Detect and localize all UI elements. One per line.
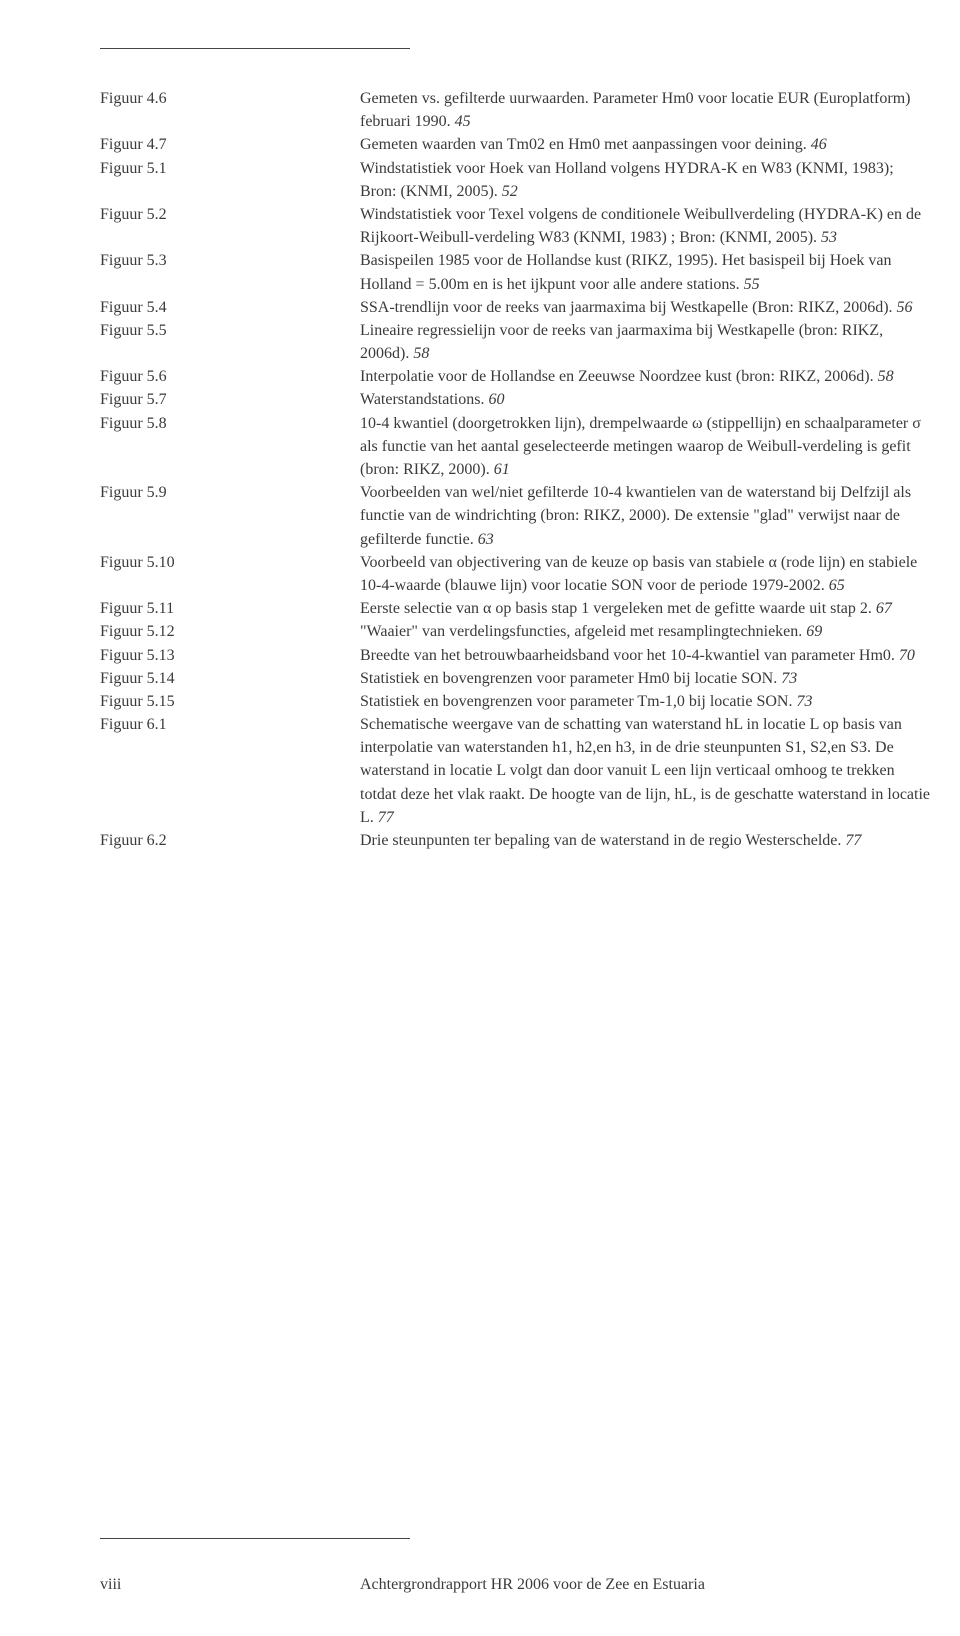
figure-description-text: Gemeten vs. gefilterde uurwaarden. Param… — [360, 90, 910, 130]
figure-description: SSA-trendlijn voor de reeks van jaarmaxi… — [360, 296, 930, 319]
figure-page-number: 65 — [829, 577, 845, 594]
figure-description: Gemeten vs. gefilterde uurwaarden. Param… — [360, 87, 930, 133]
footer-horizontal-rule — [100, 1538, 410, 1539]
figure-description-text: Statistiek en bovengrenzen voor paramete… — [360, 693, 792, 710]
figure-label: Figuur 5.8 — [100, 412, 350, 482]
figure-description-text: Statistiek en bovengrenzen voor paramete… — [360, 670, 777, 687]
page-footer: viii Achtergrondrapport HR 2006 voor de … — [0, 1538, 960, 1596]
figure-description-text: Waterstandstations. — [360, 391, 484, 408]
figure-page-number: 61 — [494, 461, 510, 478]
figure-description: Lineaire regressielijn voor de reeks van… — [360, 319, 930, 365]
figure-page-number: 77 — [378, 809, 394, 826]
figure-label: Figuur 5.9 — [100, 481, 350, 551]
figure-label: Figuur 5.1 — [100, 157, 350, 203]
figure-label: Figuur 5.7 — [100, 388, 350, 411]
figure-label: Figuur 5.4 — [100, 296, 350, 319]
figure-page-number: 53 — [821, 229, 837, 246]
figure-description: Breedte van het betrouwbaarheidsband voo… — [360, 644, 930, 667]
figure-page-number: 45 — [455, 113, 471, 130]
figure-description: Drie steunpunten ter bepaling van de wat… — [360, 829, 930, 852]
figure-page-number: 46 — [811, 136, 827, 153]
figure-label: Figuur 5.2 — [100, 203, 350, 249]
figure-page-number: 58 — [878, 368, 894, 385]
figure-description: Interpolatie voor de Hollandse en Zeeuws… — [360, 365, 930, 388]
figure-page-number: 58 — [413, 345, 429, 362]
figure-label: Figuur 5.11 — [100, 597, 350, 620]
figure-label: Figuur 5.3 — [100, 249, 350, 295]
figure-description-text: Voorbeelden van wel/niet gefilterde 10-4… — [360, 484, 911, 547]
figure-page-number: 69 — [806, 623, 822, 640]
figure-list: Figuur 4.6Gemeten vs. gefilterde uurwaar… — [100, 87, 930, 852]
figure-label: Figuur 4.6 — [100, 87, 350, 133]
figure-description: Windstatistiek voor Hoek van Holland vol… — [360, 157, 930, 203]
figure-description-text: Basispeilen 1985 voor de Hollandse kust … — [360, 252, 891, 292]
figure-description: Eerste selectie van α op basis stap 1 ve… — [360, 597, 930, 620]
figure-page-number: 55 — [744, 276, 760, 293]
figure-description: 10-4 kwantiel (doorgetrokken lijn), drem… — [360, 412, 930, 482]
figure-description: Statistiek en bovengrenzen voor paramete… — [360, 690, 930, 713]
figure-label: Figuur 6.2 — [100, 829, 350, 852]
figure-page-number: 63 — [478, 531, 494, 548]
figure-description: Voorbeeld van objectivering van de keuze… — [360, 551, 930, 597]
figure-description: Windstatistiek voor Texel volgens de con… — [360, 203, 930, 249]
figure-page-number: 70 — [899, 647, 915, 664]
figure-description-text: Gemeten waarden van Tm02 en Hm0 met aanp… — [360, 136, 807, 153]
figure-description-text: Breedte van het betrouwbaarheidsband voo… — [360, 647, 895, 664]
figure-page-number: 67 — [876, 600, 892, 617]
figure-label: Figuur 5.14 — [100, 667, 350, 690]
figure-description: Waterstandstations. 60 — [360, 388, 930, 411]
figure-page-number: 56 — [897, 299, 913, 316]
figure-label: Figuur 5.12 — [100, 620, 350, 643]
figure-description-text: 10-4 kwantiel (doorgetrokken lijn), drem… — [360, 415, 921, 478]
figure-label: Figuur 5.15 — [100, 690, 350, 713]
figure-label: Figuur 6.1 — [100, 713, 350, 829]
footer-page-number: viii — [100, 1573, 350, 1596]
figure-description-text: Schematische weergave van de schatting v… — [360, 716, 930, 826]
footer-report-title: Achtergrondrapport HR 2006 voor de Zee e… — [360, 1573, 930, 1596]
figure-description-text: Windstatistiek voor Hoek van Holland vol… — [360, 160, 894, 200]
figure-label: Figuur 5.13 — [100, 644, 350, 667]
figure-description: Statistiek en bovengrenzen voor paramete… — [360, 667, 930, 690]
figure-page-number: 77 — [845, 832, 861, 849]
figure-label: Figuur 5.10 — [100, 551, 350, 597]
figure-description: Voorbeelden van wel/niet gefilterde 10-4… — [360, 481, 930, 551]
figure-page-number: 73 — [796, 693, 812, 710]
top-horizontal-rule — [100, 48, 410, 49]
figure-description: "Waaier" van verdelingsfuncties, afgelei… — [360, 620, 930, 643]
figure-description-text: Lineaire regressielijn voor de reeks van… — [360, 322, 883, 362]
figure-page-number: 73 — [781, 670, 797, 687]
figure-page-number: 52 — [502, 183, 518, 200]
document-page: Figuur 4.6Gemeten vs. gefilterde uurwaar… — [0, 0, 960, 1636]
figure-description-text: SSA-trendlijn voor de reeks van jaarmaxi… — [360, 299, 893, 316]
figure-description: Gemeten waarden van Tm02 en Hm0 met aanp… — [360, 133, 930, 156]
figure-description-text: Interpolatie voor de Hollandse en Zeeuws… — [360, 368, 874, 385]
figure-label: Figuur 5.6 — [100, 365, 350, 388]
figure-description-text: Drie steunpunten ter bepaling van de wat… — [360, 832, 841, 849]
figure-description: Basispeilen 1985 voor de Hollandse kust … — [360, 249, 930, 295]
figure-description: Schematische weergave van de schatting v… — [360, 713, 930, 829]
figure-label: Figuur 4.7 — [100, 133, 350, 156]
figure-label: Figuur 5.5 — [100, 319, 350, 365]
figure-description-text: "Waaier" van verdelingsfuncties, afgelei… — [360, 623, 802, 640]
figure-page-number: 60 — [488, 391, 504, 408]
figure-description-text: Eerste selectie van α op basis stap 1 ve… — [360, 600, 872, 617]
